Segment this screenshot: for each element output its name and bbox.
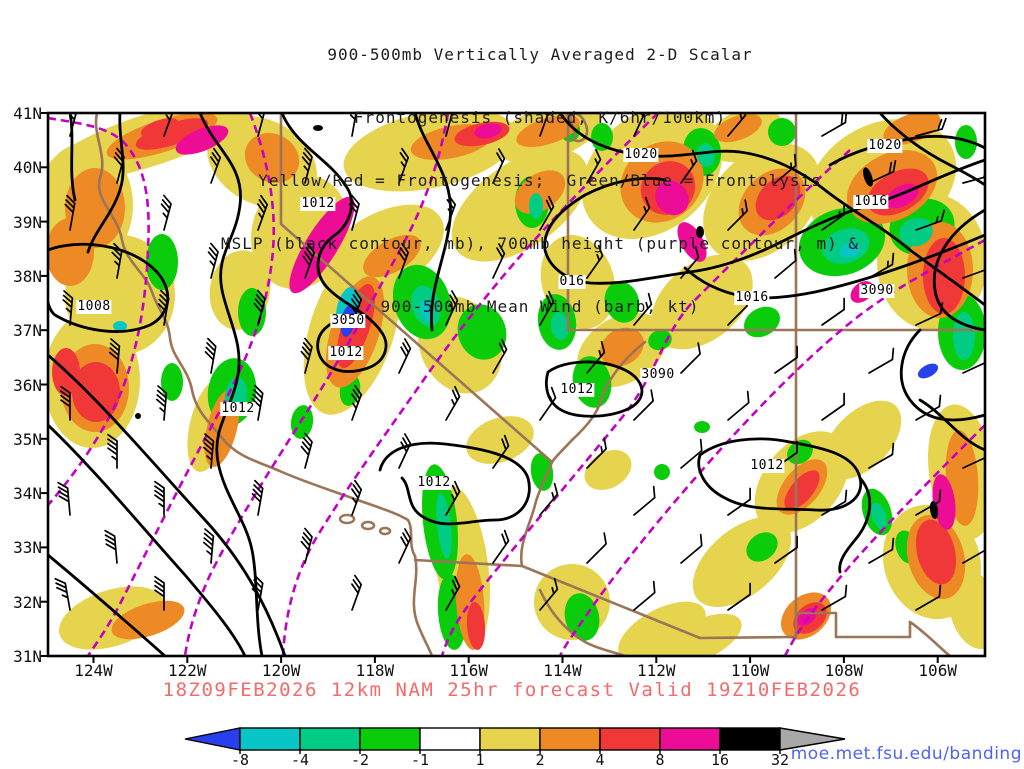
axis-ticks <box>41 112 939 663</box>
baja-coastline <box>412 554 434 656</box>
lat-label-38N: 38N <box>13 266 42 286</box>
contour-label-1012: 1012 <box>749 458 785 473</box>
colorbar-tick--4: -4 <box>290 751 310 769</box>
lat-label-35N: 35N <box>13 429 42 449</box>
contour-label-1020: 1020 <box>623 147 659 162</box>
lon-label-124W: 124W <box>74 661 113 680</box>
colorbar-tick-4: 4 <box>595 751 605 769</box>
title-line-5: 900-500mb Mean Wind (barb, kt) <box>380 297 700 316</box>
contour-label-1016: 1016 <box>853 194 889 209</box>
lat-label-34N: 34N <box>13 484 42 504</box>
title-line-1: 900-500mb Vertically Averaged 2-D Scalar <box>327 45 753 64</box>
contour-label-3090: 3090 <box>859 283 895 298</box>
contour-label-1012: 1012 <box>416 475 452 490</box>
us-mexico-border <box>413 558 798 640</box>
site-url-link[interactable]: moe.met.fsu.edu/banding <box>790 744 1022 764</box>
contour-label-1012: 1012 <box>559 382 595 397</box>
chart-title: 900-500mb Vertically Averaged 2-D Scalar… <box>60 2 1020 338</box>
lon-label-114W: 114W <box>543 661 582 680</box>
contour-label-3050: 3050 <box>330 313 366 328</box>
lat-label-33N: 33N <box>13 538 42 558</box>
rio-grande <box>908 620 952 656</box>
700mb-height-contours <box>48 113 985 656</box>
nm-mexico-border <box>794 611 912 639</box>
contour-label-016: 016 <box>558 274 586 289</box>
colorado-river <box>519 460 554 568</box>
colorbar-tick-1: 1 <box>475 751 485 769</box>
colorbar-tick-2: 2 <box>535 751 545 769</box>
colorbar-tick-8: 8 <box>655 751 665 769</box>
colorbar <box>184 727 846 754</box>
lat-label-32N: 32N <box>13 592 42 612</box>
contour-label-3090: 3090 <box>640 367 676 382</box>
contour-label-1012: 1012 <box>328 345 364 360</box>
contour-label-1008: 1008 <box>76 299 112 314</box>
lon-label-122W: 122W <box>168 661 207 680</box>
lat-label-39N: 39N <box>13 212 42 232</box>
title-line-3: Yellow/Red = Frontogenesis; Green/Blue =… <box>258 171 822 190</box>
colorbar-tick-16: 16 <box>710 751 730 769</box>
colorbar-tick--2: -2 <box>350 751 370 769</box>
colorbar-under-arrow <box>184 727 241 751</box>
ca-nv-border <box>279 113 554 464</box>
lon-label-108W: 108W <box>824 661 864 680</box>
colorbar-tick-32: 32 <box>770 751 790 769</box>
lat-label-40N: 40N <box>13 158 42 178</box>
lon-label-120W: 120W <box>261 661 301 680</box>
lat-label-37N: 37N <box>13 321 42 341</box>
pacific-coastline <box>94 113 417 558</box>
contour-label-1012: 1012 <box>220 401 256 416</box>
title-line-4: MSLP (black contour, mb), 700mb height (… <box>221 234 859 253</box>
lon-label-116W: 116W <box>449 661 488 680</box>
lon-label-112W: 112W <box>637 661 676 680</box>
colorbar-over-arrow <box>779 727 846 751</box>
lon-label-106W: 106W <box>918 661 957 680</box>
contour-label-1016: 1016 <box>734 290 770 305</box>
lat-label-41N: 41N <box>13 104 42 123</box>
lon-label-118W: 118W <box>355 661 395 680</box>
colorbar-tick--8: -8 <box>230 751 250 769</box>
colorbar-tick--1: -1 <box>410 751 430 769</box>
geography-borders <box>94 113 985 656</box>
forecast-valid-text: 18Z09FEB2026 12km NAM 25hr forecast Vali… <box>162 679 862 701</box>
lat-label-31N: 31N <box>13 647 42 666</box>
contour-label-1020: 1020 <box>867 138 903 153</box>
title-line-2: Frontogenesis (shaded, K/6hr/100km) <box>353 108 727 127</box>
contour-label-1012: 1012 <box>300 196 336 211</box>
lat-label-36N: 36N <box>13 375 42 395</box>
gulf-of-california-coast <box>538 588 627 656</box>
channel-islands <box>338 513 392 536</box>
lon-label-110W: 110W <box>730 661 770 680</box>
